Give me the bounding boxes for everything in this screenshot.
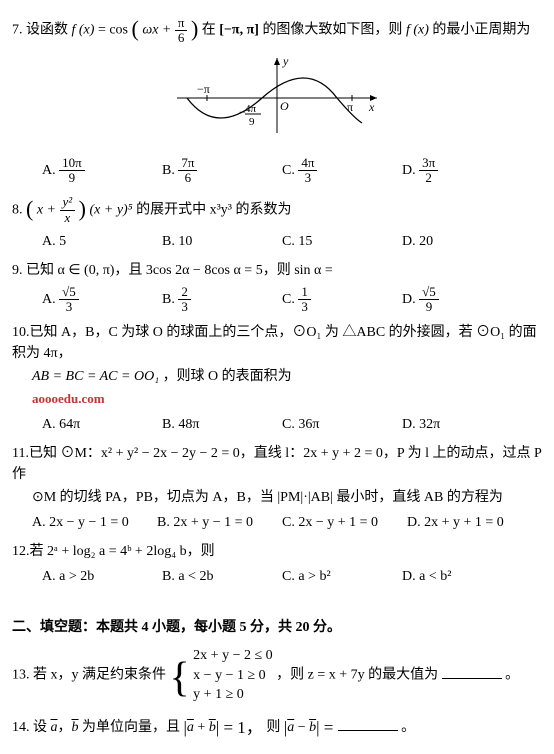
q9-opt-a: A. √53 <box>42 285 162 315</box>
q12-opt-b: B. a < 2b <box>162 566 282 587</box>
q7-graph: y x −π π O 4π 9 − <box>12 53 542 150</box>
q7-number: 7. <box>12 23 23 38</box>
q7-opt-d: D. 3π2 <box>402 156 522 186</box>
q11-opt-a: A. 2x − y − 1 = 0 <box>32 512 157 533</box>
q10-opt-c: C. 36π <box>282 414 402 435</box>
watermark-text: aoooedu.com <box>12 389 542 410</box>
cosine-curve-figure: y x −π π O 4π 9 − <box>167 53 387 143</box>
q9-stem: 9. 已知 α ∈ (0, π)，且 3cos 2α − 8cos α = 5，… <box>12 260 542 281</box>
q12-stem: 12.若 2ᵃ + log₂ a = 4ᵇ + 2log₄ b，则 <box>12 541 542 562</box>
q12-options: A. a > 2b B. a < 2b C. a > b² D. a < b² <box>12 566 542 587</box>
q13-number: 13. <box>12 668 30 683</box>
q12-opt-a: A. a > 2b <box>42 566 162 587</box>
q7-opt-b: B. 7π6 <box>162 156 282 186</box>
q11-line1: 11.已知 ⊙M：x² + y² − 2x − 2y − 2 = 0，直线 l：… <box>12 443 542 485</box>
q11-options: A. 2x − y − 1 = 0 B. 2x + y − 1 = 0 C. 2… <box>12 512 542 533</box>
q8-options: A. 5 B. 10 C. 15 D. 20 <box>12 231 542 252</box>
q9-number: 9. <box>12 263 23 278</box>
q7-opt-a: A. 10π9 <box>42 156 162 186</box>
q12-number: 12. <box>12 544 30 559</box>
q11-opt-d: D. 2x + y + 1 = 0 <box>407 512 532 533</box>
q10-opt-d: D. 32π <box>402 414 522 435</box>
q8-opt-a: A. 5 <box>42 231 162 252</box>
svg-text:y: y <box>282 54 289 68</box>
q9-opt-b: B. 23 <box>162 285 282 315</box>
q11-opt-c: C. 2x − y + 1 = 0 <box>282 512 407 533</box>
q14-stem: 14. 设 a，b 为单位向量，且 |a + b| = 1， 则 |a − b|… <box>12 715 542 741</box>
q9-opt-c: C. 13 <box>282 285 402 315</box>
q11-opt-b: B. 2x + y − 1 = 0 <box>157 512 282 533</box>
q8-stem: 8. ( x + y²x ) (x + y)⁵ 的展开式中 x³y³ 的系数为 <box>12 194 542 227</box>
q10-line1: 10.已知 A，B，C 为球 O 的球面上的三个点，⊙O₁ 为 △ABC 的外接… <box>12 322 542 364</box>
q14-blank <box>338 716 398 731</box>
q8-number: 8. <box>12 202 23 217</box>
q10-opt-b: B. 48π <box>162 414 282 435</box>
q8-opt-b: B. 10 <box>162 231 282 252</box>
q14-number: 14. <box>12 720 30 735</box>
svg-text:O: O <box>280 99 289 113</box>
q10-line2: AB = BC = AC = OO₁ ，则球 O 的表面积为 <box>12 366 542 387</box>
q10-options: A. 64π B. 48π C. 36π D. 32π <box>12 414 542 435</box>
q12-opt-d: D. a < b² <box>402 566 522 587</box>
q7-options: A. 10π9 B. 7π6 C. 4π3 D. 3π2 <box>12 156 542 186</box>
q7-stem: 7. 设函数 f (x) = cos ( ωx + π6 ) 在 [−π, π]… <box>12 14 542 47</box>
q12-opt-c: C. a > b² <box>282 566 402 587</box>
q10-opt-a: A. 64π <box>42 414 162 435</box>
q9-options: A. √53 B. 23 C. 13 D. √59 <box>12 285 542 315</box>
q8-opt-c: C. 15 <box>282 231 402 252</box>
section2-title: 二、填空题：本题共 4 小题，每小题 5 分，共 20 分。 <box>12 617 542 638</box>
q11-number: 11. <box>12 446 29 461</box>
svg-text:−π: −π <box>197 82 210 96</box>
q9-opt-d: D. √59 <box>402 285 522 315</box>
q13-stem: 13. 若 x，y 满足约束条件 { 2x + y − 2 ≤ 0 x − y … <box>12 646 542 705</box>
svg-text:x: x <box>368 100 375 114</box>
q7-opt-c: C. 4π3 <box>282 156 402 186</box>
q13-blank <box>442 664 502 679</box>
svg-text:9: 9 <box>249 116 255 128</box>
q10-number: 10. <box>12 325 30 340</box>
q11-line2: ⊙M 的切线 PA，PB，切点为 A，B，当 |PM|·|AB| 最小时，直线 … <box>12 487 542 508</box>
q8-opt-d: D. 20 <box>402 231 522 252</box>
